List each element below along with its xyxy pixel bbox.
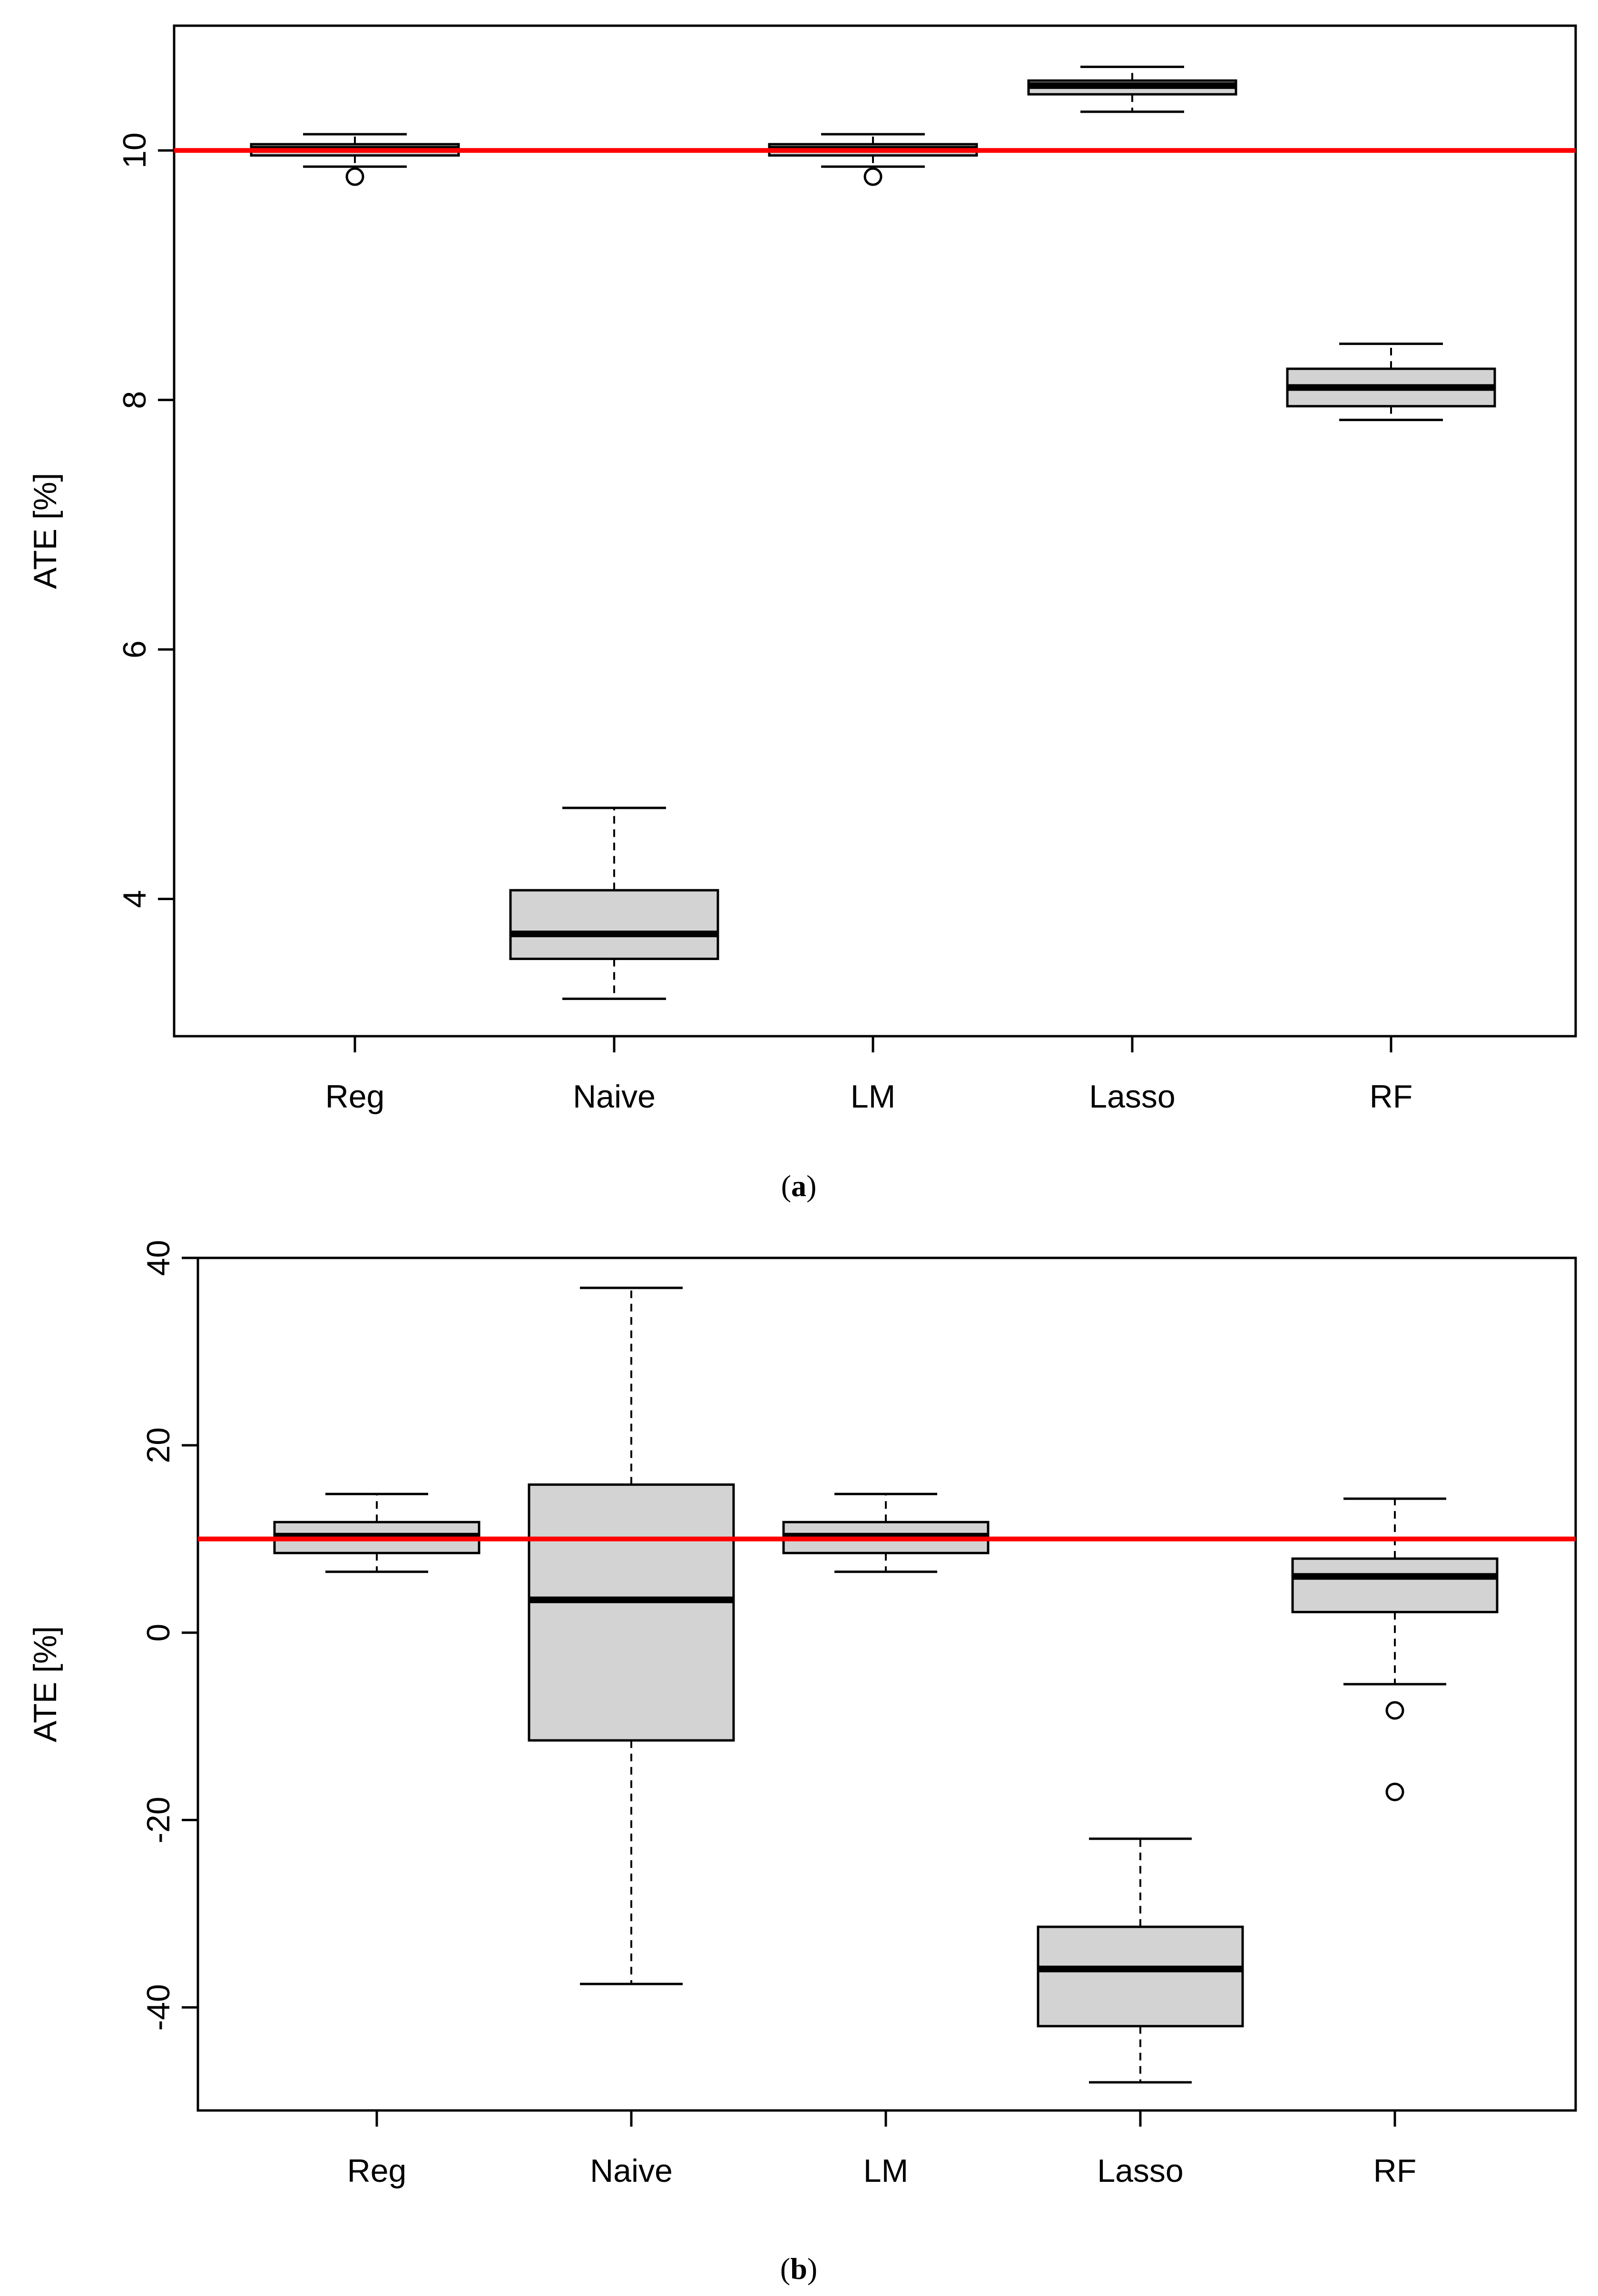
y-tick-label: -20 xyxy=(140,1796,176,1843)
box-rf xyxy=(1286,343,1496,422)
iqr-box xyxy=(1291,1557,1499,1613)
panel-a-marks: 4 6 8 10 Reg Naive LM Lasso RF xyxy=(117,66,1576,1115)
box-rf xyxy=(1291,1497,1499,1801)
outlier-point xyxy=(863,167,882,186)
iqr-box xyxy=(509,889,719,960)
box-naive xyxy=(509,806,719,1000)
outlier-point xyxy=(1385,1701,1404,1720)
x-tick-label: RF xyxy=(1370,1079,1413,1115)
x-tick-label: RF xyxy=(1373,2153,1417,2189)
box-lasso xyxy=(1037,1837,1244,2084)
x-tick-label: LM xyxy=(851,1079,895,1115)
y-tick-label: 10 xyxy=(117,132,153,168)
box-lasso xyxy=(1027,66,1237,113)
caption-letter: b xyxy=(790,2252,807,2286)
y-tick-label: 4 xyxy=(117,890,153,908)
x-tick-label: Lasso xyxy=(1097,2153,1183,2189)
plot-frame xyxy=(173,24,1577,1038)
y-tick-label: 20 xyxy=(140,1427,176,1463)
x-tick-label: Lasso xyxy=(1089,1079,1175,1115)
y-tick-label: 8 xyxy=(117,391,153,409)
y-axis-label: ATE [%] xyxy=(27,1626,63,1742)
box-naive xyxy=(528,1286,735,1985)
x-tick-label: Naive xyxy=(573,1079,656,1115)
x-tick-label: Reg xyxy=(347,2153,407,2189)
y-tick-label: 40 xyxy=(140,1240,176,1276)
box-reg xyxy=(273,1492,480,1573)
caption-b: (b) xyxy=(780,2252,817,2286)
panel-b-marks: -40 -20 0 20 40 Reg Naive LM Lasso RF xyxy=(140,1240,1576,2189)
y-axis-label: ATE [%] xyxy=(27,473,63,589)
box-lm xyxy=(768,133,978,186)
y-tick-label: 0 xyxy=(140,1624,176,1642)
box-lm xyxy=(782,1492,990,1573)
caption-a: (a) xyxy=(781,1169,817,1203)
outlier-point xyxy=(1385,1782,1404,1801)
outlier-point xyxy=(345,167,364,186)
y-tick-label: 6 xyxy=(117,640,153,658)
x-tick-label: Naive xyxy=(590,2153,673,2189)
box-reg xyxy=(250,133,460,186)
panel-b: -40 -20 0 20 40 Reg Naive LM Lasso RF ATE [%] (b) xyxy=(27,1240,1577,2286)
iqr-box xyxy=(528,1483,735,1742)
x-tick-label: LM xyxy=(863,2153,908,2189)
y-tick-label: -40 xyxy=(140,1984,176,2031)
iqr-box xyxy=(1037,1925,1244,2028)
panel-a: 4 6 8 10 Reg Naive LM Lasso RF ATE [%] (a) xyxy=(27,24,1577,1203)
x-tick-label: Reg xyxy=(325,1079,385,1115)
caption-letter: a xyxy=(791,1169,806,1203)
